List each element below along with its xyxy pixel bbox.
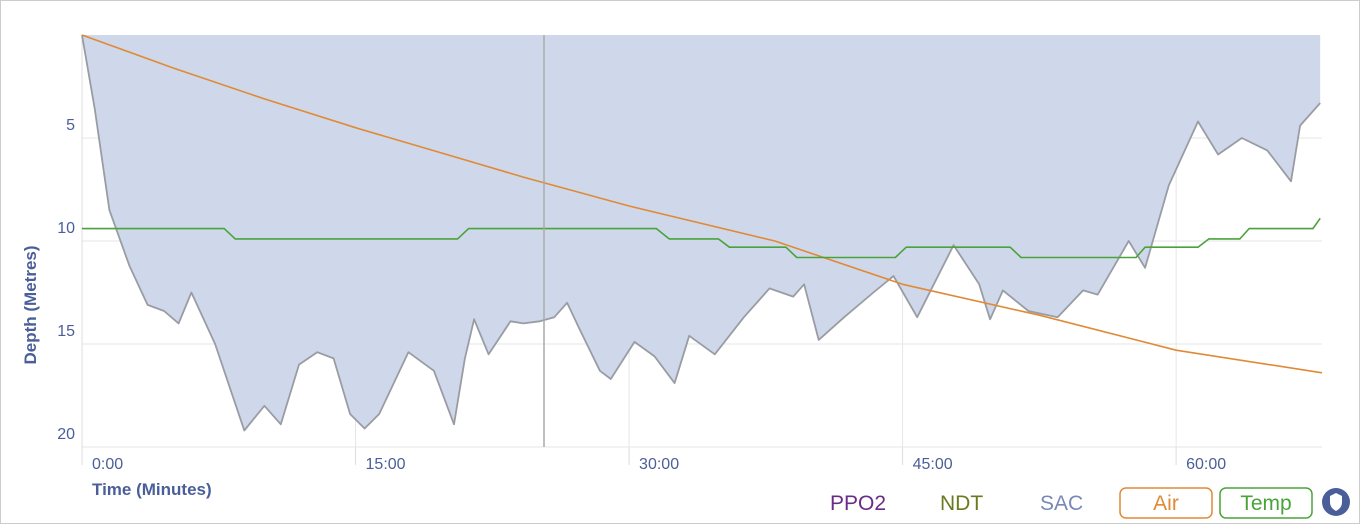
series-line: [81, 34, 1323, 374]
settings-icon[interactable]: [1322, 488, 1350, 516]
y-tick-label: 15: [57, 323, 75, 340]
y-axis-label: Depth (Metres): [21, 245, 40, 364]
legend-item[interactable]: SAC: [1040, 492, 1083, 515]
y-tick-label: 10: [57, 220, 75, 237]
legend-item[interactable]: PPO2: [830, 492, 886, 515]
x-axis-label: Time (Minutes): [92, 480, 212, 499]
x-tick-label: 45:00: [913, 456, 953, 473]
legend-item[interactable]: Air: [1153, 492, 1179, 515]
x-tick-label: 15:00: [366, 456, 406, 473]
y-tick-label: 5: [66, 117, 75, 134]
depth-area: [82, 35, 1321, 431]
legend-item[interactable]: NDT: [940, 492, 983, 515]
x-tick-label: 30:00: [639, 456, 679, 473]
y-tick-label: 20: [57, 426, 75, 443]
series-line: [81, 34, 1321, 432]
series-line: [82, 217, 1321, 259]
legend-box[interactable]: [1119, 487, 1213, 519]
x-tick-label: 60:00: [1186, 456, 1226, 473]
legend-item[interactable]: Temp: [1240, 492, 1291, 515]
x-tick-label: 0:00: [92, 456, 123, 473]
legend-box[interactable]: [1219, 487, 1313, 519]
